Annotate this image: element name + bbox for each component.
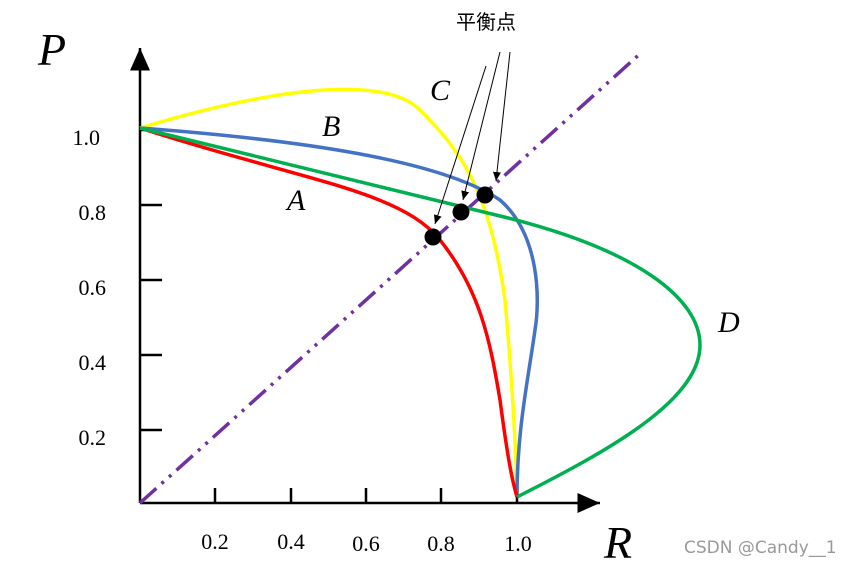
equilibrium-point — [452, 203, 470, 221]
annotation-arrows — [433, 51, 511, 225]
diagonal — [138, 50, 644, 505]
y-axis-label: P — [37, 24, 66, 75]
x-tick-label: 0.8 — [427, 531, 455, 556]
y-tick-label: 0.6 — [79, 275, 107, 300]
curve-d — [139, 126, 702, 499]
curve-label: B — [322, 110, 340, 143]
y-tick-label: 1.0 — [73, 125, 101, 150]
equilibrium-point — [476, 186, 494, 204]
curve-label: D — [717, 306, 740, 339]
curve-label: A — [285, 184, 306, 217]
x-tick-label: 0.6 — [352, 531, 380, 556]
x-axis-label: R — [603, 517, 632, 567]
annotation: 平衡点 — [456, 10, 516, 34]
y-tick-label: 0.2 — [79, 425, 107, 450]
watermark: CSDN @Candy__1 — [684, 538, 837, 558]
y-tick-label: 0.4 — [79, 350, 107, 375]
x-tick-label: 0.4 — [277, 529, 305, 554]
curve-label: C — [430, 74, 451, 107]
x-tick-label: 1.0 — [504, 531, 532, 556]
curve-a — [139, 126, 519, 498]
curve-b — [139, 126, 539, 498]
x-tick-label: 0.2 — [201, 529, 229, 554]
tick-marks — [140, 128, 519, 503]
curve-c — [139, 87, 519, 498]
equilibrium-point — [424, 228, 442, 246]
y-tick-label: 0.8 — [79, 200, 107, 225]
